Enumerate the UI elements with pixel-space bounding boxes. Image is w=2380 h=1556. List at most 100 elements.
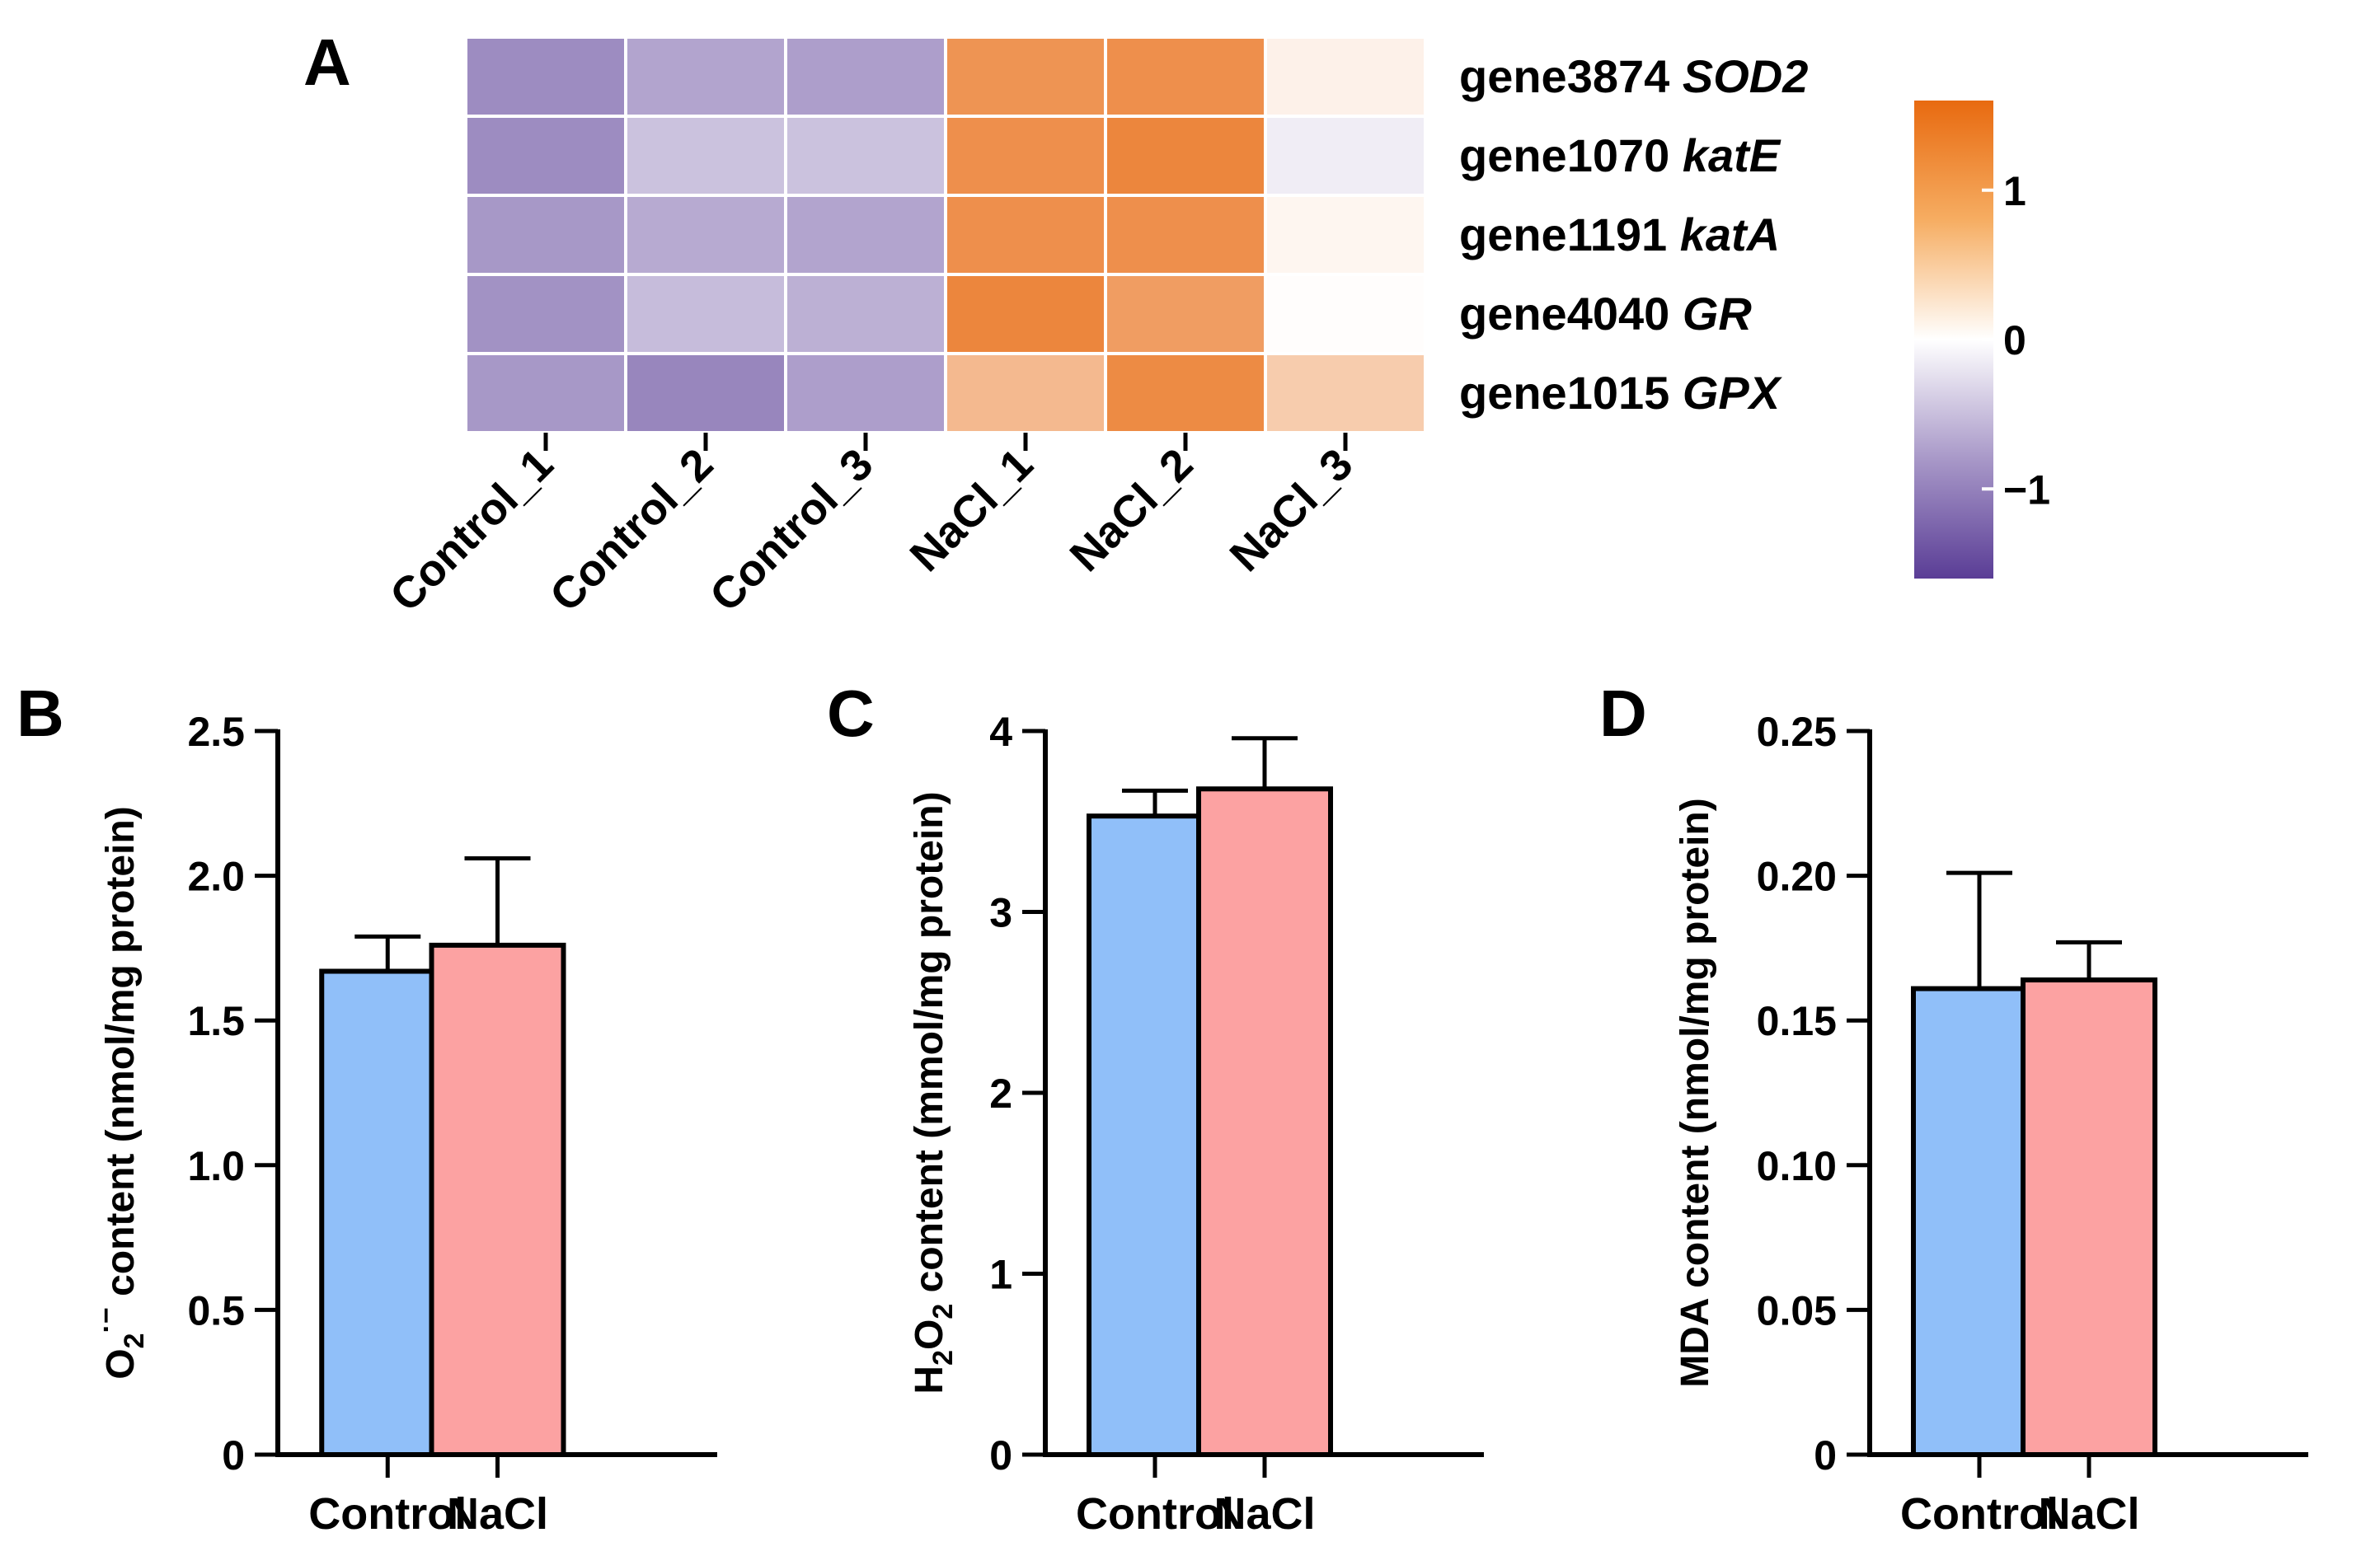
heatmap-cell bbox=[1104, 352, 1267, 434]
y-title-part: O bbox=[99, 1348, 143, 1379]
y-tick-label: 2.5 bbox=[187, 709, 245, 755]
heatmap-cell bbox=[1264, 352, 1427, 434]
heatmap-cell bbox=[624, 273, 787, 355]
y-tick-label: 0.05 bbox=[1757, 1287, 1837, 1333]
heatmap-cell bbox=[1104, 273, 1267, 355]
y-axis-title: O2·− content (nmol/mg protein) bbox=[91, 806, 150, 1379]
heatmap-cell bbox=[624, 352, 787, 434]
heatmap-cell bbox=[784, 35, 947, 118]
heatmap-row-label: gene1015 GPX bbox=[1459, 367, 1783, 419]
y-tick-label: 1.0 bbox=[187, 1143, 245, 1189]
y-tick-label: 0 bbox=[989, 1432, 1012, 1479]
y-tick-label: 0.15 bbox=[1757, 998, 1837, 1044]
gene-id: gene1191 bbox=[1459, 209, 1680, 260]
bar bbox=[2021, 977, 2157, 1457]
gene-name: katA bbox=[1680, 209, 1780, 260]
y-tick-label: 1 bbox=[989, 1252, 1012, 1298]
colorbar-tick-label: 1 bbox=[2003, 168, 2026, 214]
heatmap-cell bbox=[464, 115, 627, 197]
x-category-label: Control bbox=[1900, 1489, 2058, 1539]
panel-label-b: B bbox=[16, 677, 64, 750]
heatmap-cell bbox=[464, 352, 627, 434]
heatmap-column-label: Control_3 bbox=[701, 439, 883, 621]
heatmap-cell bbox=[464, 194, 627, 276]
y-tick-label: 2.0 bbox=[187, 854, 245, 900]
colorbar-ticks: 1 0 −1 bbox=[1982, 168, 2050, 513]
heatmap-cell bbox=[784, 194, 947, 276]
y-title-part: O bbox=[908, 1319, 951, 1350]
x-category-label: Control bbox=[1076, 1489, 1234, 1539]
heatmap-cell bbox=[624, 115, 787, 197]
colorbar-tick-label: 0 bbox=[2003, 317, 2026, 363]
colorbar: 1 0 −1 bbox=[1914, 101, 2050, 579]
bar bbox=[429, 942, 566, 1457]
heatmap-cell bbox=[464, 35, 627, 118]
heatmap-column-label: Control_1 bbox=[381, 439, 563, 621]
x-category-label: NaCl bbox=[2038, 1489, 2139, 1539]
bar bbox=[1196, 786, 1333, 1457]
y-axis-title: H2O2 content (mmol/mg protein) bbox=[908, 791, 959, 1394]
heatmap-cell bbox=[1104, 115, 1267, 197]
y-title-subscript: 2 bbox=[119, 1333, 150, 1348]
y-title-part: H bbox=[908, 1366, 951, 1394]
gene-name: katE bbox=[1683, 129, 1781, 181]
heatmap-cell bbox=[1104, 35, 1267, 118]
heatmap-cell bbox=[944, 194, 1107, 276]
heatmap-column-label: Control_2 bbox=[541, 439, 723, 621]
gene-name: SOD2 bbox=[1683, 50, 1809, 102]
y-axis-title: MDA content (nmol/mg protein) bbox=[1674, 798, 1717, 1387]
heatmap-column-label: NaCl_1 bbox=[901, 439, 1043, 581]
y-title-subscript: 2 bbox=[927, 1304, 959, 1319]
heatmap-cell bbox=[464, 273, 627, 355]
heatmap-cell bbox=[1264, 194, 1427, 276]
heatmap-row-label: gene3874 SOD2 bbox=[1459, 50, 1808, 102]
y-title-superscript: ·− bbox=[91, 1307, 122, 1333]
colorbar-gradient bbox=[1914, 101, 1993, 579]
gene-id: gene3874 bbox=[1459, 50, 1683, 102]
heatmap-cell bbox=[1264, 273, 1427, 355]
y-tick-label: 0.20 bbox=[1757, 854, 1837, 900]
heatmap-cell bbox=[784, 115, 947, 197]
y-tick-label: 4 bbox=[989, 709, 1012, 755]
gene-id: gene4040 bbox=[1459, 288, 1683, 340]
heatmap-cell bbox=[944, 115, 1107, 197]
gene-id: gene1015 bbox=[1459, 367, 1683, 419]
gene-name: GR bbox=[1683, 288, 1753, 340]
heatmap-cell bbox=[1264, 115, 1427, 197]
heatmap-cell bbox=[944, 35, 1107, 118]
y-tick-label: 0 bbox=[1814, 1432, 1837, 1479]
panel-label-a: A bbox=[303, 26, 351, 99]
x-category-label: Control bbox=[308, 1489, 467, 1539]
heatmap-cells bbox=[464, 35, 1427, 434]
heatmap-cell bbox=[1264, 35, 1427, 118]
heatmap-cell bbox=[784, 352, 947, 434]
y-title-part: content (nmol/mg protein) bbox=[99, 806, 143, 1307]
y-tick-label: 0.10 bbox=[1757, 1143, 1837, 1189]
heatmap-cell bbox=[1104, 194, 1267, 276]
y-tick-label: 1.5 bbox=[187, 998, 245, 1044]
colorbar-tick-label: −1 bbox=[2003, 466, 2050, 513]
heatmap-column-label: NaCl_2 bbox=[1061, 439, 1203, 581]
y-tick-label: 3 bbox=[989, 890, 1012, 936]
y-tick-label: 2 bbox=[989, 1071, 1012, 1117]
heatmap-cell bbox=[784, 273, 947, 355]
y-tick-label: 0 bbox=[222, 1432, 245, 1479]
heatmap-column-label: NaCl_3 bbox=[1221, 439, 1363, 581]
panel-label-c: C bbox=[827, 677, 875, 750]
panel-label-d: D bbox=[1599, 677, 1647, 750]
heatmap-cell bbox=[944, 273, 1107, 355]
x-category-label: NaCl bbox=[447, 1489, 548, 1539]
heatmap-row-label: gene1191 katA bbox=[1459, 209, 1780, 260]
heatmap-cell bbox=[624, 194, 787, 276]
heatmap-cell bbox=[944, 352, 1107, 434]
y-title-subscript: 2 bbox=[927, 1350, 959, 1366]
y-tick-label: 0.25 bbox=[1757, 709, 1837, 755]
gene-name: GPX bbox=[1683, 367, 1783, 419]
